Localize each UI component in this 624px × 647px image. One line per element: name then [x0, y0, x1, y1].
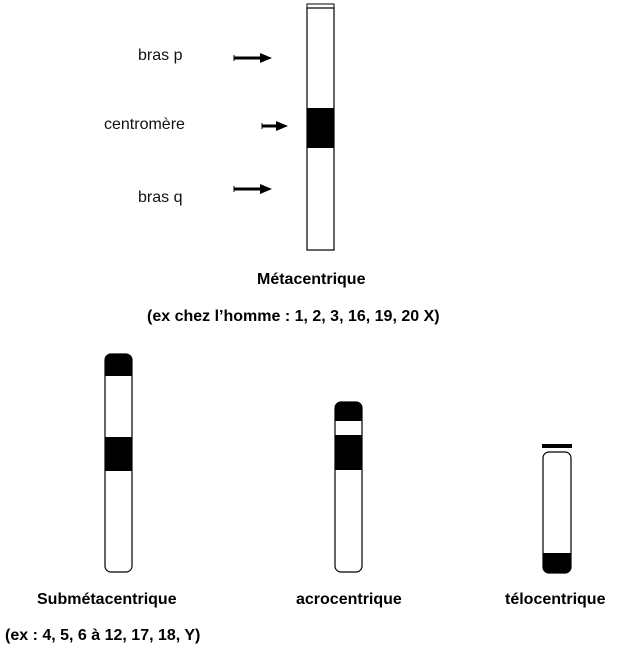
- metacentric-centromere-band: [307, 108, 334, 148]
- telocentric-chromosome: [542, 444, 572, 574]
- submetacentric-top-band: [105, 354, 132, 376]
- submetacentric-chromosome: [104, 353, 133, 573]
- p-arm-label: bras p: [138, 47, 183, 64]
- acrocentric-centromere-band: [335, 435, 362, 470]
- telocentric-top-cap: [542, 444, 572, 448]
- telocentric-title: télocentrique: [505, 591, 606, 608]
- metacentric-title: Métacentrique: [257, 271, 366, 288]
- telocentric-bottom-band: [543, 553, 571, 573]
- arrow-centromere: [261, 121, 288, 131]
- arrow-p-arm: [233, 53, 272, 63]
- acrocentric-title: acrocentrique: [296, 591, 402, 608]
- submetacentric-example: (ex : 4, 5, 6 à 12, 17, 18, Y): [5, 627, 201, 644]
- q-arm-label: bras q: [138, 189, 183, 206]
- submetacentric-centromere-band: [105, 437, 132, 471]
- submetacentric-title: Submétacentrique: [37, 591, 177, 608]
- acrocentric-satellite-band: [335, 402, 362, 421]
- metacentric-chromosome: [306, 3, 335, 251]
- metacentric-example: (ex chez l’homme : 1, 2, 3, 16, 19, 20 X…: [147, 308, 440, 325]
- acrocentric-body: [334, 401, 363, 573]
- arrow-q-arm: [233, 184, 272, 194]
- centromere-label: centromère: [104, 116, 185, 133]
- acrocentric-chromosome: [334, 401, 363, 573]
